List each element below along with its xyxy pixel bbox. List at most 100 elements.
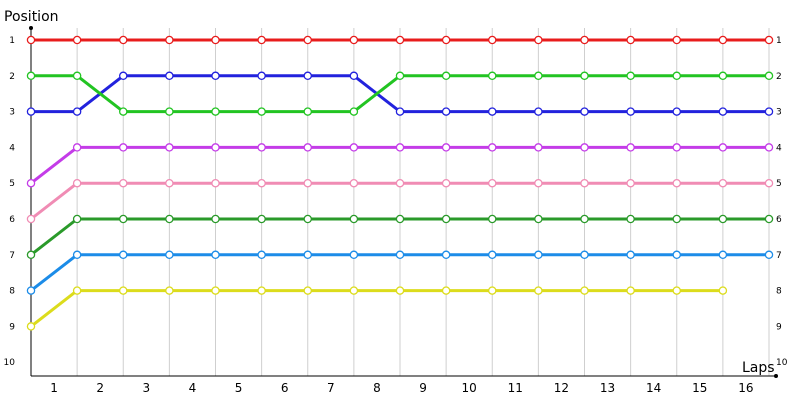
series-4-point <box>580 143 589 152</box>
y-tick-label-right: 5 <box>776 179 782 189</box>
series-8-point <box>534 286 543 295</box>
series-2-point <box>303 71 312 81</box>
y-tick-label-right: 2 <box>776 72 782 82</box>
series-2-point <box>257 71 266 81</box>
series-3-point <box>395 71 405 81</box>
series-4-point <box>349 143 359 152</box>
series-7-point <box>303 250 312 260</box>
series-5-point <box>303 178 312 188</box>
x-tick-label: 16 <box>738 381 753 395</box>
series-7-point <box>165 250 174 260</box>
series-8-point <box>303 286 312 295</box>
series-4-point <box>395 143 405 152</box>
series-5-point <box>672 178 682 188</box>
series-2-point <box>211 71 220 81</box>
axis-layer <box>29 26 778 378</box>
series-6-point <box>626 214 635 224</box>
grid-layer <box>30 28 770 376</box>
series-1-point <box>257 35 266 45</box>
series-3-point <box>441 71 451 81</box>
series-8-point <box>257 286 266 295</box>
x-tick-label: 1 <box>50 381 58 395</box>
x-tick-label: 3 <box>142 381 150 395</box>
series-1-point <box>349 35 359 45</box>
series-4-point <box>165 143 174 152</box>
series-7-point <box>534 250 543 260</box>
y-tick-label-right: 10 <box>776 358 788 368</box>
series-6-point <box>534 214 543 224</box>
series-2-point <box>349 71 359 81</box>
series-6-point <box>764 214 774 224</box>
series-6-point <box>211 214 220 224</box>
series-7-point <box>487 250 497 260</box>
series-4-point <box>672 143 682 152</box>
x-tick-label: 8 <box>373 381 381 395</box>
series-8-point <box>165 286 174 295</box>
series-1-point <box>395 35 405 45</box>
series-3-point <box>487 71 497 81</box>
series-5-point <box>441 178 451 188</box>
series-3-point <box>165 107 174 116</box>
series-2-point <box>487 107 497 116</box>
series-5-point <box>764 178 774 188</box>
series-2-point <box>764 107 774 116</box>
y-tick-label: 2 <box>9 72 15 82</box>
y-axis-title: Position <box>4 9 59 25</box>
y-tick-label: 1 <box>9 36 15 46</box>
series-3-point <box>72 71 82 81</box>
series-line-8 <box>29 289 725 328</box>
y-tick-label-right: 8 <box>776 287 782 297</box>
series-5-point <box>26 214 36 224</box>
series-5-point <box>72 178 82 188</box>
series-6-point <box>119 214 128 224</box>
y-tick-label: 4 <box>9 143 15 153</box>
series-1-point <box>672 35 682 45</box>
series-1-point <box>165 35 174 45</box>
x-tick-label: 2 <box>96 381 104 395</box>
x-tick-label: 4 <box>189 381 197 395</box>
series-7-point <box>257 250 266 260</box>
series-1-point <box>303 35 312 45</box>
series-5-point <box>534 178 543 188</box>
series-7-point <box>72 250 82 260</box>
series-8-point <box>441 286 451 295</box>
series-layer <box>26 35 774 331</box>
series-1-point <box>211 35 220 45</box>
series-7-point <box>626 250 635 260</box>
series-3-point <box>626 71 635 81</box>
y-tick-label: 9 <box>9 322 15 332</box>
x-tick-label: 15 <box>692 381 707 395</box>
series-3-point <box>349 107 359 116</box>
x-tick-label: 7 <box>327 381 335 395</box>
series-4-point <box>211 143 220 152</box>
series-5-point <box>718 178 728 188</box>
series-4-point <box>72 143 82 152</box>
series-2-point <box>395 107 405 116</box>
series-6-point <box>487 214 497 224</box>
y-tick-label: 7 <box>9 251 15 261</box>
x-axis-title: Laps <box>742 360 775 376</box>
series-1-point <box>441 35 451 45</box>
series-6-point <box>257 214 266 224</box>
series-3-point <box>580 71 589 81</box>
series-4-point <box>764 143 774 152</box>
series-8-point <box>395 286 405 295</box>
series-8-point <box>349 286 359 295</box>
x-tick-label: 14 <box>646 381 661 395</box>
series-6-point <box>72 214 82 224</box>
y-tick-label: 5 <box>9 179 15 189</box>
series-2-point <box>718 107 728 116</box>
x-tick-label: 10 <box>462 381 477 395</box>
series-4-point <box>487 143 497 152</box>
series-8-point <box>487 286 497 295</box>
series-6-point <box>26 250 36 260</box>
series-7-point <box>26 286 36 295</box>
series-3-point <box>257 107 266 116</box>
x-tick-label: 5 <box>235 381 243 395</box>
series-4-point <box>257 143 266 152</box>
series-3-point <box>211 107 220 116</box>
series-5-point <box>580 178 589 188</box>
series-7-point <box>580 250 589 260</box>
